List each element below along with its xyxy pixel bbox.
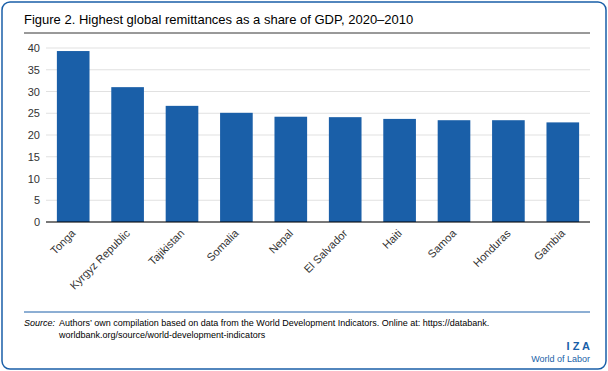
bar: [546, 122, 579, 222]
source-rule: [24, 312, 590, 313]
bar: [220, 113, 253, 222]
y-tick-label: 15: [28, 151, 40, 163]
grid-line: [46, 222, 590, 223]
grid-line: [46, 69, 590, 70]
y-tick-label: 40: [28, 42, 40, 54]
bar: [274, 117, 307, 222]
x-tick-label: Gambia: [531, 226, 567, 262]
x-tick-label: Honduras: [471, 227, 514, 270]
x-tick-label: Haiti: [380, 227, 404, 251]
y-tick-label: 35: [28, 64, 40, 76]
logo-text: I Z A: [567, 340, 590, 352]
x-tick-label: Tajikistan: [146, 227, 186, 267]
source-label: Source:: [24, 318, 56, 328]
bars: [57, 51, 579, 222]
y-tick-label: 10: [28, 173, 40, 185]
x-tick-label: Samoa: [425, 226, 459, 260]
border: [2, 2, 606, 369]
x-tick-label: Somalia: [204, 226, 241, 263]
chart: Figure 2. Highest global remittances as …: [0, 0, 608, 371]
y-tick-label: 25: [28, 107, 40, 119]
y-tick-label: 5: [34, 194, 40, 206]
bar: [57, 51, 90, 222]
bar: [438, 120, 471, 222]
bar: [166, 106, 199, 222]
bar: [329, 117, 362, 222]
y-tick-label: 30: [28, 86, 40, 98]
x-tick-label: Kyrgyz Republic: [67, 227, 132, 292]
grid-line: [46, 48, 590, 49]
bar: [111, 87, 144, 222]
x-axis: TongaKyrgyz Republic Tajikistan Somalia Nep…: [48, 226, 568, 291]
logo-subtext: World of Labor: [531, 354, 590, 364]
x-tick-label: Tonga: [48, 226, 78, 256]
bar: [492, 120, 525, 222]
y-tick-label: 20: [28, 129, 40, 141]
x-tick-label: El Salvador: [301, 227, 349, 275]
source-text: worldbank.org/source/world-development-i…: [58, 330, 266, 340]
x-tick-label: Nepal: [266, 227, 295, 256]
title-rule: [24, 33, 590, 34]
x-axis-line: [46, 222, 590, 223]
source-text: Authors’ own compilation based on data f…: [59, 318, 489, 328]
y-axis: 0 5 10 15 20 25 30 35 40: [28, 42, 590, 228]
y-tick-label: 0: [34, 216, 40, 228]
chart-container: Figure 2. Highest global remittances as …: [0, 0, 608, 371]
bar: [383, 119, 416, 222]
title: Figure 2. Highest global remittances as …: [24, 12, 413, 27]
